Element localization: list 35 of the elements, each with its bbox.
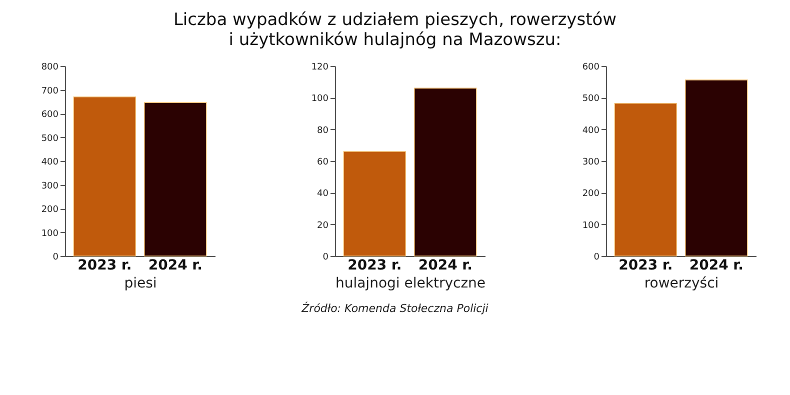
y-tick-label: 60 xyxy=(317,158,329,168)
y-tick-label: 600 xyxy=(582,62,600,72)
x-tick-label: 2023 r. xyxy=(618,258,673,274)
y-tick-label: 0 xyxy=(322,252,329,262)
x-tick-label: 2024 r. xyxy=(418,258,472,274)
y-tick-label: 100 xyxy=(582,220,600,231)
y-tick-label: 700 xyxy=(41,86,59,96)
y-tick-label: 500 xyxy=(41,134,59,144)
text: Źródło: Komenda Stołeczna Policji xyxy=(300,301,488,315)
x-tick-label: 2023 r. xyxy=(348,258,402,274)
y-tick-label: 800 xyxy=(41,62,59,72)
x-axis-title: piesi xyxy=(124,276,157,292)
x-tick-label: 2024 r. xyxy=(148,258,202,274)
y-tick-label: 200 xyxy=(41,205,59,215)
y-tick-label: 300 xyxy=(582,158,600,168)
y-tick-label: 600 xyxy=(41,110,59,120)
y-tick-label: 200 xyxy=(582,189,600,200)
y-tick-label: 0 xyxy=(594,252,600,262)
y-tick-label: 400 xyxy=(582,126,600,136)
y-tick-label: 500 xyxy=(582,94,600,104)
text: Liczba wypadków z udziałem pieszych, rowerzystów xyxy=(173,10,617,30)
y-tick-label: 120 xyxy=(311,62,329,72)
x-axis-title: hulajnogi elektryczne xyxy=(335,276,486,292)
y-tick-label: 300 xyxy=(41,181,59,192)
y-tick-label: 20 xyxy=(317,220,329,231)
x-tick-label: 2024 r. xyxy=(689,258,744,274)
y-tick-label: 40 xyxy=(317,189,329,200)
x-axis-title: rowerzyści xyxy=(644,276,719,292)
y-tick-label: 100 xyxy=(41,228,59,239)
y-tick-label: 100 xyxy=(311,94,329,104)
y-tick-label: 400 xyxy=(41,158,59,168)
y-tick-label: 0 xyxy=(52,252,59,262)
y-tick-label: 80 xyxy=(317,126,329,136)
text: i użytkowników hulajnóg na Mazowszu: xyxy=(228,30,562,50)
x-tick-label: 2023 r. xyxy=(78,258,132,274)
